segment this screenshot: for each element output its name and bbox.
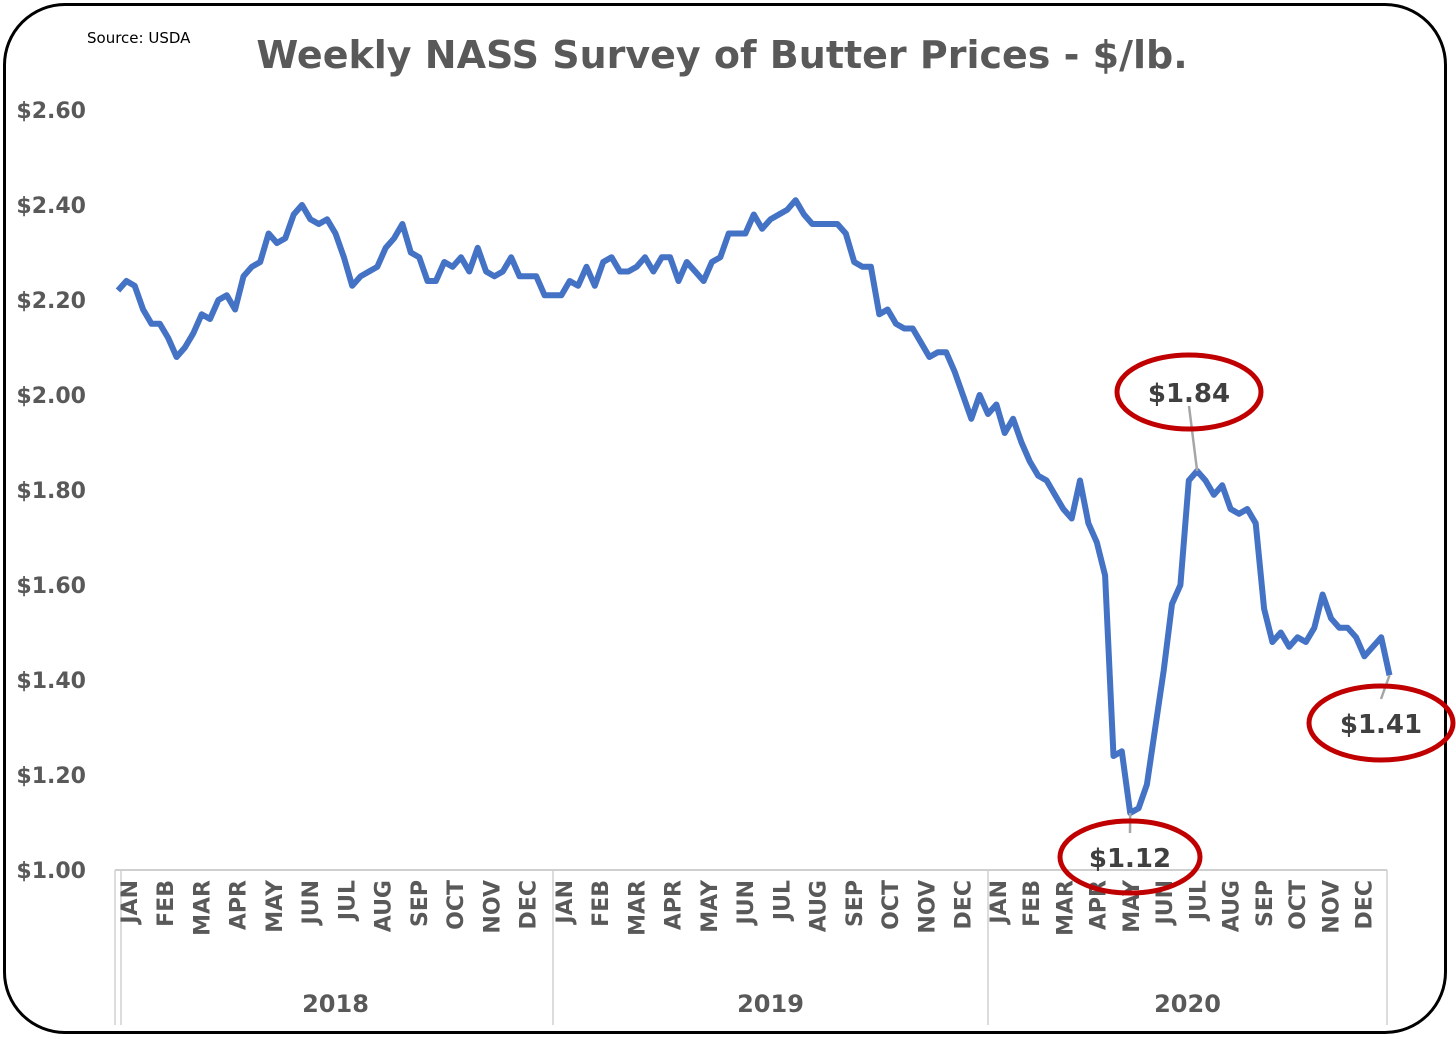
month-label: SEP [408, 880, 433, 927]
y-tick-label: $1.60 [16, 574, 86, 599]
month-label: JUN [734, 880, 759, 926]
chart-frame [3, 3, 1447, 1034]
month-label: MAY [1120, 879, 1145, 933]
y-tick-label: $1.20 [16, 764, 86, 789]
month-label: JUL [770, 880, 795, 922]
month-label: AUG [807, 880, 832, 932]
month-label: FEB [1020, 880, 1045, 927]
month-label: OCT [1286, 880, 1311, 930]
annotation-label: $1.12 [1089, 844, 1171, 874]
y-tick-label: $1.00 [16, 859, 86, 884]
month-label: JAN [987, 880, 1012, 926]
price-line [115, 197, 1393, 816]
y-tick-label: $1.40 [16, 669, 86, 694]
y-tick-label: $1.80 [16, 479, 86, 504]
y-tick-label: $2.40 [16, 194, 86, 219]
month-label: FEB [589, 880, 614, 927]
month-label: OCT [444, 880, 469, 930]
month-label: FEB [154, 880, 179, 927]
year-label: 2019 [737, 990, 804, 1018]
month-label: SEP [1253, 880, 1278, 927]
month-label: DEC [952, 880, 977, 929]
month-label: JUL [335, 880, 360, 922]
month-label: NOV [480, 880, 505, 934]
annotation-leader-line [1187, 405, 1199, 472]
annotation-label: $1.84 [1148, 379, 1230, 409]
year-label: 2020 [1154, 990, 1221, 1018]
annotation-circle [1114, 352, 1264, 432]
annotation-label: $1.41 [1340, 710, 1422, 740]
year-label: 2018 [302, 990, 369, 1018]
month-label: JUL [1186, 880, 1211, 922]
y-tick-label: $2.00 [16, 384, 86, 409]
month-label: JAN [118, 880, 143, 926]
month-label: JAN [553, 880, 578, 926]
chart-title: Weekly NASS Survey of Butter Prices - $/… [256, 33, 1187, 77]
month-label: AUG [372, 880, 397, 932]
month-label: APR [227, 880, 252, 930]
month-label: SEP [843, 880, 868, 927]
y-tick-label: $2.20 [16, 289, 86, 314]
month-label: JUN [299, 880, 324, 926]
month-label: MAY [698, 879, 723, 933]
month-label: APR [662, 880, 687, 930]
month-label: MAR [625, 880, 650, 936]
source-note: Source: USDA [87, 29, 191, 47]
month-label: MAR [1053, 880, 1078, 936]
annotation-circle [1306, 683, 1456, 763]
month-label: NOV [915, 880, 940, 934]
y-tick-label: $2.60 [16, 99, 86, 124]
month-label: DEC [517, 880, 542, 929]
month-label: MAR [190, 880, 215, 936]
month-label: NOV [1319, 880, 1344, 934]
month-label: DEC [1353, 880, 1378, 929]
month-label: OCT [879, 880, 904, 930]
month-label: MAY [263, 879, 288, 933]
month-label: AUG [1220, 880, 1245, 932]
annotation-circle [1057, 818, 1203, 896]
